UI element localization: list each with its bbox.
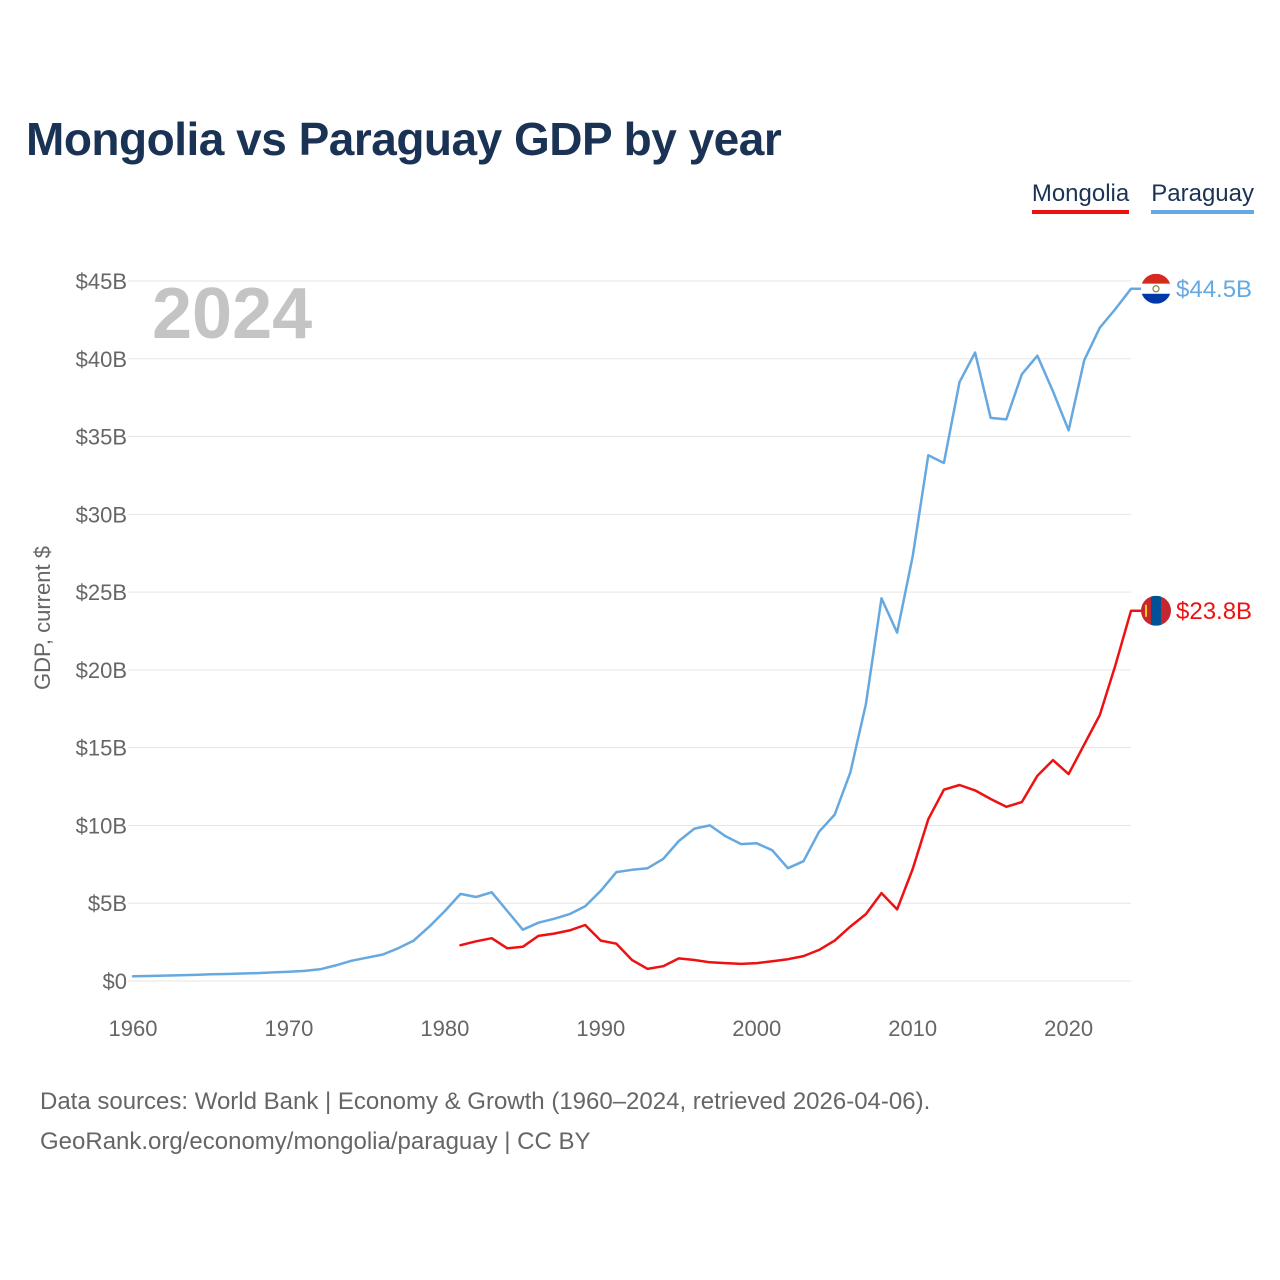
series-line-mongolia[interactable]	[459, 609, 1133, 971]
x-tick-label: 1960	[109, 1016, 158, 1041]
x-tick-label: 1990	[576, 1016, 625, 1041]
x-tick-label: 2000	[732, 1016, 781, 1041]
y-tick-label: $25B	[76, 580, 127, 605]
y-tick-label: $35B	[76, 425, 127, 450]
y-tick-label: $5B	[88, 891, 127, 916]
chart-title: Mongolia vs Paraguay GDP by year	[26, 113, 782, 165]
y-tick-label: $10B	[76, 813, 127, 838]
footer-credit: GeoRank.org/economy/mongolia/paraguay | …	[40, 1128, 591, 1155]
end-value-label-paraguay: $44.5B	[1176, 276, 1252, 303]
y-tick-label: $20B	[76, 658, 127, 683]
x-tick-label: 2010	[888, 1016, 937, 1041]
y-tick-label: $30B	[76, 502, 127, 527]
y-tick-label: $45B	[76, 269, 127, 294]
y-axis-ticks: $0 $5B $10B $15B $20B $25B $30B $35B $40B $45B	[76, 269, 127, 994]
end-value-label-mongolia: $23.8B	[1176, 598, 1252, 625]
y-tick-label: $15B	[76, 736, 127, 761]
legend: Mongolia Paraguay	[1031, 180, 1254, 214]
gridlines	[128, 280, 1131, 982]
series-line-paraguay[interactable]	[131, 287, 1133, 978]
y-tick-label: $40B	[76, 347, 127, 372]
paraguay-flag-icon	[1141, 273, 1171, 304]
legend-item-mongolia[interactable]: Mongolia	[1031, 180, 1130, 214]
series-end-markers: $44.5B $23.8B	[1131, 273, 1252, 626]
mongolia-flag-icon	[1141, 595, 1171, 626]
legend-item-paraguay[interactable]: Paraguay	[1151, 180, 1254, 214]
y-axis-label: GDP, current $	[30, 546, 55, 690]
x-axis-ticks: 1960 1970 1980 1990 2000 2010 2020	[109, 1016, 1094, 1041]
series-lines	[131, 287, 1133, 978]
footer-source: Data sources: World Bank | Economy & Gro…	[40, 1088, 931, 1115]
y-tick-label: $0	[103, 969, 127, 994]
year-watermark: 2024	[152, 274, 312, 354]
x-tick-label: 1970	[264, 1016, 313, 1041]
x-tick-label: 2020	[1044, 1016, 1093, 1041]
x-tick-label: 1980	[420, 1016, 469, 1041]
footer: Data sources: World Bank | Economy & Gro…	[40, 1082, 930, 1162]
